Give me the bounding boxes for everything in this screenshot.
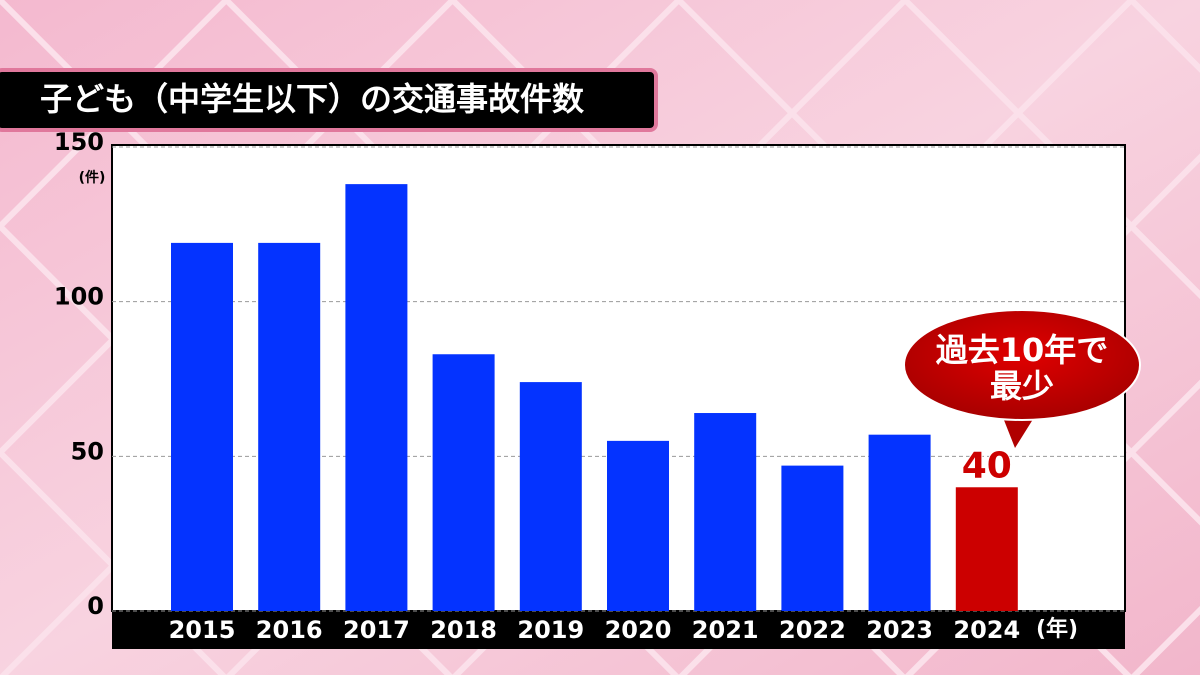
x-tick-label: 2018 [430, 616, 497, 644]
bar [955, 487, 1018, 611]
x-tick-label: 2020 [605, 616, 672, 644]
chart-title: 子ども（中学生以下）の交通事故件数 [40, 80, 585, 118]
bar [432, 354, 495, 611]
callout [903, 309, 1141, 421]
x-tick-label: 2024 [953, 616, 1020, 644]
y-tick-label: 50 [71, 437, 104, 465]
bar [171, 242, 233, 612]
y-unit: (件) [79, 169, 106, 186]
annotation: 最少 [990, 367, 1054, 405]
bar [345, 184, 408, 611]
x-tick-label: 2022 [779, 616, 846, 644]
y-tick-label: 0 [87, 592, 104, 620]
x-tick-label: 2016 [256, 616, 323, 644]
bar [694, 413, 757, 611]
x-tick-label: 2023 [866, 616, 933, 644]
bar [258, 242, 321, 612]
bar [519, 382, 582, 611]
y-tick-label: 150 [54, 128, 104, 156]
y-tick-label: 100 [54, 283, 104, 311]
x-tick-label: 2015 [169, 616, 236, 644]
bar [781, 465, 844, 611]
x-tick-label: 2021 [692, 616, 759, 644]
title-box [0, 68, 658, 132]
bar [607, 440, 669, 611]
annotation: 過去10年で [936, 331, 1109, 369]
data-label: 40 [962, 445, 1012, 486]
bar [868, 434, 931, 611]
x-tick-label: 2019 [517, 616, 584, 644]
x-unit: (年) [1036, 616, 1078, 642]
x-tick-label: 2017 [343, 616, 410, 644]
x-axis-band [112, 611, 1125, 649]
